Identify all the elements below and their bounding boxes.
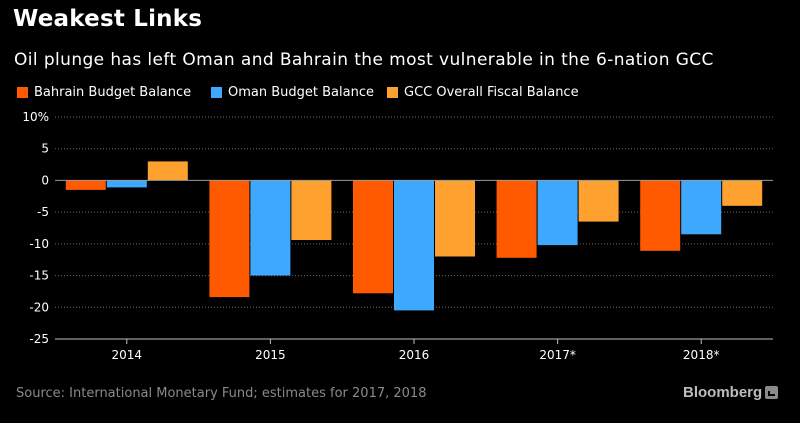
brand-name: Bloomberg bbox=[683, 384, 763, 401]
bar bbox=[578, 180, 619, 222]
legend-item-oman: Oman Budget Balance bbox=[211, 83, 374, 101]
y-tick-label: 10% bbox=[22, 110, 49, 124]
legend-swatch-bahrain bbox=[17, 86, 28, 98]
legend-swatch-oman bbox=[211, 86, 222, 98]
legend-label-bahrain: Bahrain Budget Balance bbox=[34, 84, 192, 100]
x-tick-label: 2014 bbox=[112, 348, 143, 362]
source-note: Source: International Monetary Fund; est… bbox=[16, 386, 427, 401]
y-tick-label: -25 bbox=[29, 332, 49, 346]
bar bbox=[640, 180, 681, 251]
legend-item-gcc: GCC Overall Fiscal Balance bbox=[387, 83, 579, 101]
axes bbox=[55, 179, 773, 344]
bar bbox=[722, 180, 763, 206]
bar bbox=[435, 180, 475, 257]
y-tick-label: -15 bbox=[29, 269, 49, 283]
bars bbox=[65, 161, 763, 311]
chart-subtitle: Oil plunge has left Oman and Bahrain the… bbox=[14, 50, 714, 70]
legend-item-bahrain: Bahrain Budget Balance bbox=[17, 83, 191, 101]
x-tick-label: 2017* bbox=[539, 348, 576, 362]
chart-icon bbox=[765, 386, 779, 399]
bar bbox=[106, 180, 147, 188]
x-tick-label: 2015 bbox=[255, 348, 286, 362]
y-tick-label: 0 bbox=[41, 173, 49, 187]
legend-label-oman: Oman Budget Balance bbox=[228, 84, 374, 100]
bar bbox=[353, 180, 393, 294]
bar bbox=[65, 180, 106, 190]
x-tick-labels: 2014 2015 2016 2017* 2018* bbox=[112, 348, 720, 362]
bar bbox=[537, 180, 578, 246]
chart-title: Weakest Links bbox=[13, 6, 203, 32]
bar bbox=[250, 180, 291, 276]
bar bbox=[681, 180, 722, 235]
y-tick-label: 5 bbox=[41, 142, 49, 156]
x-tick-label: 2016 bbox=[399, 348, 430, 362]
bar bbox=[147, 161, 188, 181]
bar bbox=[209, 180, 250, 298]
bar bbox=[291, 180, 332, 240]
bar bbox=[394, 180, 434, 311]
brand-logo: Bloomberg bbox=[683, 384, 779, 401]
legend-label-gcc: GCC Overall Fiscal Balance bbox=[404, 84, 579, 100]
x-tick-label: 2018* bbox=[683, 348, 720, 362]
y-tick-labels: 10% 5 0 -5 -10 -15 -20 -25 bbox=[22, 110, 49, 346]
y-tick-label: -5 bbox=[37, 205, 49, 219]
y-tick-label: -10 bbox=[29, 237, 49, 251]
legend-swatch-gcc bbox=[387, 86, 398, 98]
y-tick-label: -20 bbox=[29, 300, 49, 314]
bar bbox=[496, 180, 537, 258]
